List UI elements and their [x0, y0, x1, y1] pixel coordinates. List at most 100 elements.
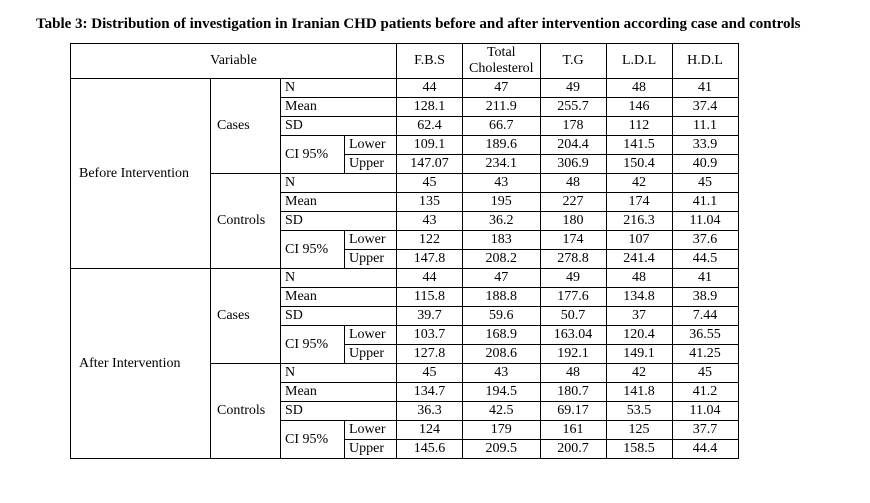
stat-mean: Mean	[281, 98, 397, 117]
group-controls: Controls	[211, 364, 281, 459]
stat-mean: Mean	[281, 288, 397, 307]
cell: 147.8	[397, 250, 463, 269]
cell: 124	[397, 421, 463, 440]
cell: 11.1	[672, 117, 738, 136]
cell: 45	[397, 364, 463, 383]
cell: 41.2	[672, 383, 738, 402]
cell: 38.9	[672, 288, 738, 307]
stat-upper: Upper	[345, 250, 397, 269]
cell: 208.2	[463, 250, 541, 269]
stat-ci: CI 95%	[281, 136, 345, 174]
stat-ci: CI 95%	[281, 326, 345, 364]
hdr-hdl: H.D.L	[672, 44, 738, 79]
group-cases: Cases	[211, 79, 281, 174]
cell: 107	[606, 231, 672, 250]
table-header-row: Variable F.B.S Total Cholesterol T.G L.D…	[71, 44, 739, 79]
cell: 179	[463, 421, 541, 440]
cell: 135	[397, 193, 463, 212]
cell: 7.44	[672, 307, 738, 326]
cell: 39.7	[397, 307, 463, 326]
cell: 48	[540, 174, 606, 193]
cell: 59.6	[463, 307, 541, 326]
stat-sd: SD	[281, 307, 397, 326]
cell: 141.8	[606, 383, 672, 402]
cell: 45	[672, 174, 738, 193]
stat-lower: Lower	[345, 136, 397, 155]
cell: 174	[606, 193, 672, 212]
cell: 36.55	[672, 326, 738, 345]
cell: 146	[606, 98, 672, 117]
table-title: Table 3: Distribution of investigation i…	[36, 16, 840, 33]
cell: 204.4	[540, 136, 606, 155]
cell: 161	[540, 421, 606, 440]
cell: 11.04	[672, 212, 738, 231]
cell: 227	[540, 193, 606, 212]
cell: 192.1	[540, 345, 606, 364]
cell: 66.7	[463, 117, 541, 136]
stat-upper: Upper	[345, 440, 397, 459]
cell: 44.5	[672, 250, 738, 269]
cell: 234.1	[463, 155, 541, 174]
cell: 134.7	[397, 383, 463, 402]
period-after: After Intervention	[71, 269, 211, 459]
cell: 241.4	[606, 250, 672, 269]
group-cases: Cases	[211, 269, 281, 364]
cell: 180.7	[540, 383, 606, 402]
cell: 278.8	[540, 250, 606, 269]
cell: 195	[463, 193, 541, 212]
stat-lower: Lower	[345, 231, 397, 250]
stat-n: N	[281, 269, 397, 288]
hdr-ldl: L.D.L	[606, 44, 672, 79]
period-before: Before Intervention	[71, 79, 211, 269]
cell: 42	[606, 364, 672, 383]
cell: 43	[463, 364, 541, 383]
cell: 40.9	[672, 155, 738, 174]
cell: 194.5	[463, 383, 541, 402]
cell: 183	[463, 231, 541, 250]
stat-sd: SD	[281, 212, 397, 231]
cell: 33.9	[672, 136, 738, 155]
cell: 48	[540, 364, 606, 383]
table-row: After Intervention Cases N 44 47 49 48 4…	[71, 269, 739, 288]
cell: 149.1	[606, 345, 672, 364]
cell: 11.04	[672, 402, 738, 421]
cell: 43	[397, 212, 463, 231]
cell: 189.6	[463, 136, 541, 155]
cell: 37.4	[672, 98, 738, 117]
cell: 62.4	[397, 117, 463, 136]
cell: 41.1	[672, 193, 738, 212]
cell: 134.8	[606, 288, 672, 307]
cell: 37	[606, 307, 672, 326]
cell: 128.1	[397, 98, 463, 117]
cell: 147.07	[397, 155, 463, 174]
cell: 211.9	[463, 98, 541, 117]
cell: 163.04	[540, 326, 606, 345]
cell: 122	[397, 231, 463, 250]
cell: 48	[606, 79, 672, 98]
cell: 44.4	[672, 440, 738, 459]
stat-n: N	[281, 364, 397, 383]
cell: 115.8	[397, 288, 463, 307]
table-row: Before Intervention Cases N 44 47 49 48 …	[71, 79, 739, 98]
cell: 48	[606, 269, 672, 288]
cell: 36.3	[397, 402, 463, 421]
stat-n: N	[281, 79, 397, 98]
stat-mean: Mean	[281, 383, 397, 402]
stat-n: N	[281, 174, 397, 193]
cell: 42	[606, 174, 672, 193]
cell: 209.5	[463, 440, 541, 459]
cell: 41	[672, 79, 738, 98]
cell: 50.7	[540, 307, 606, 326]
cell: 127.8	[397, 345, 463, 364]
cell: 188.8	[463, 288, 541, 307]
group-controls: Controls	[211, 174, 281, 269]
cell: 168.9	[463, 326, 541, 345]
cell: 36.2	[463, 212, 541, 231]
stat-sd: SD	[281, 402, 397, 421]
cell: 43	[463, 174, 541, 193]
cell: 141.5	[606, 136, 672, 155]
cell: 158.5	[606, 440, 672, 459]
stat-mean: Mean	[281, 193, 397, 212]
cell: 174	[540, 231, 606, 250]
cell: 37.7	[672, 421, 738, 440]
